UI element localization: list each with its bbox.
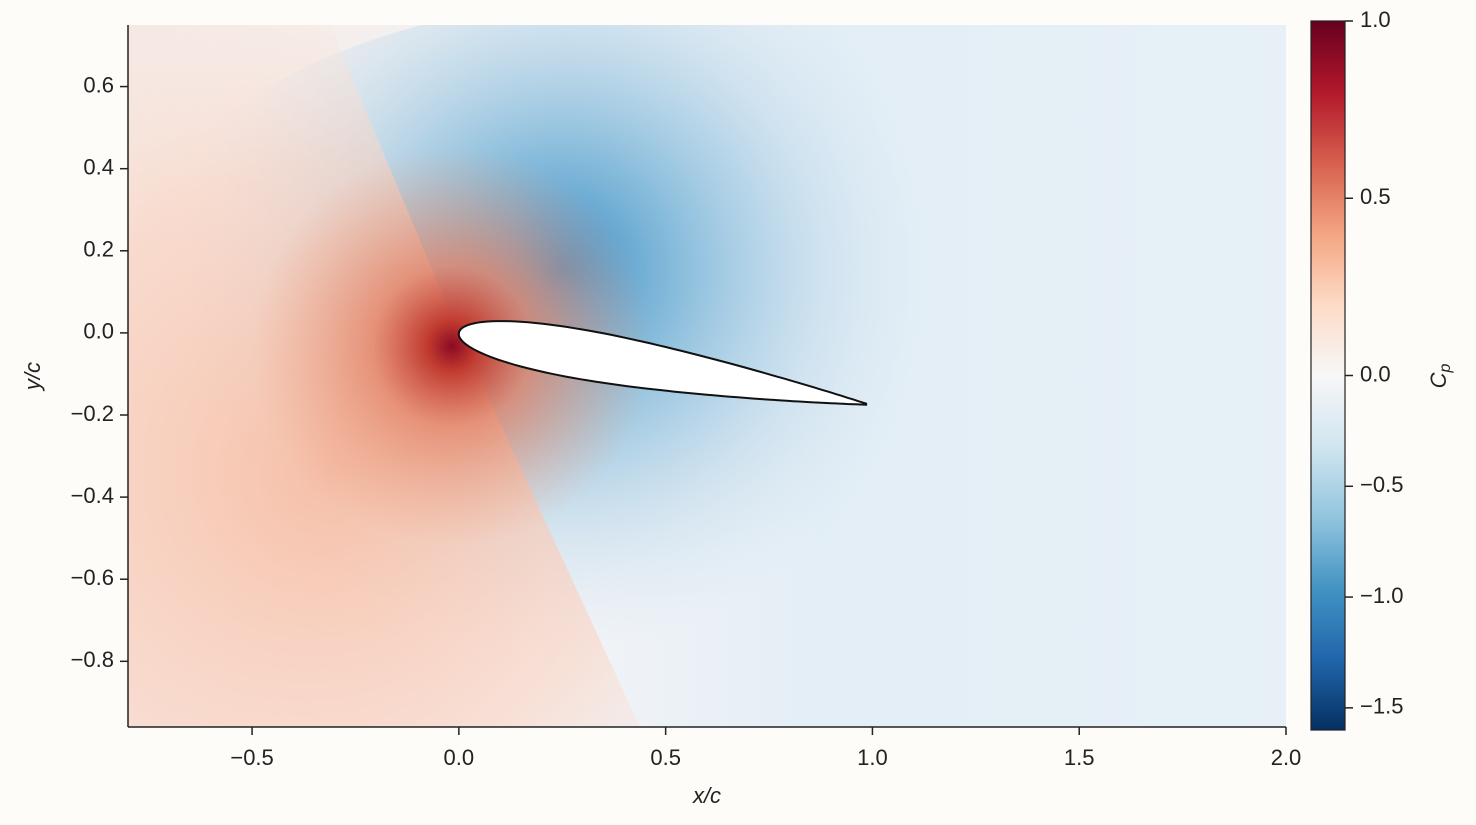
y-tick-label: −0.6	[71, 565, 114, 590]
x-tick-label: 1.5	[1064, 745, 1095, 770]
x-tick-label: 1.0	[857, 745, 888, 770]
colorbar	[1310, 20, 1346, 731]
colorbar-tick-label: 1.0	[1360, 7, 1391, 32]
x-tick-label: 0.5	[650, 745, 681, 770]
y-tick-label: −0.8	[71, 647, 114, 672]
colorbar-tick-label: −1.5	[1360, 694, 1403, 719]
airfoil	[457, 320, 868, 406]
pressure-field	[128, 25, 1286, 727]
x-tick-label: 2.0	[1271, 745, 1302, 770]
x-tick-label: −0.5	[230, 745, 273, 770]
colorbar-label: Cp	[1426, 364, 1454, 389]
y-tick-label: 0.0	[83, 319, 114, 344]
x-axis-label: x/c	[692, 783, 721, 808]
y-tick-label: −0.2	[71, 401, 114, 426]
y-tick-label: 0.6	[83, 72, 114, 97]
colorbar-label-subscript: p	[1437, 364, 1454, 374]
colorbar-tick-label: 0.5	[1360, 184, 1391, 209]
y-tick-label: 0.4	[83, 154, 114, 179]
colorbar-tick-label: 0.0	[1360, 361, 1391, 386]
colorbar-tick-label: −0.5	[1360, 472, 1403, 497]
x-tick-label: 0.0	[444, 745, 475, 770]
colorbar-tick-label: −1.0	[1360, 583, 1403, 608]
colorbar-label-text: C	[1426, 372, 1451, 388]
y-tick-label: 0.2	[83, 237, 114, 262]
y-tick-label: −0.4	[71, 483, 114, 508]
y-axis-label: y/c	[20, 362, 45, 392]
